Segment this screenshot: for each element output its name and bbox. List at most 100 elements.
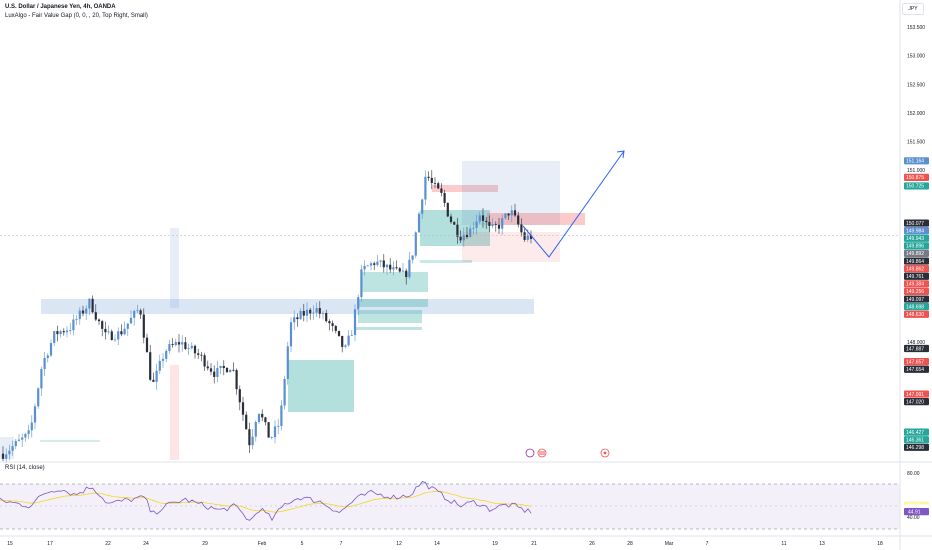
event-markers[interactable]: [525, 448, 610, 458]
candle-body: [49, 343, 53, 356]
candle-body: [437, 183, 440, 189]
candle-body: [241, 402, 245, 415]
candle-body: [251, 436, 254, 446]
candle-body: [193, 345, 197, 354]
candle-body: [232, 369, 235, 371]
candle-body: [155, 370, 158, 382]
candle-body: [225, 368, 229, 373]
x-tick-label: 14: [434, 541, 440, 547]
candle-body: [123, 328, 126, 335]
y-tick-label: 153.500: [907, 25, 925, 31]
rsi-value-tag: [904, 491, 929, 500]
candle-body: [481, 215, 485, 221]
candle-body: [395, 267, 398, 269]
candle-body: [523, 232, 526, 240]
candle-body: [446, 202, 449, 217]
x-tick-label: 7: [340, 541, 343, 547]
candle-body: [363, 265, 366, 270]
candle-body: [133, 310, 136, 318]
rsi-indicator-label[interactable]: RSI (14, close): [5, 465, 45, 471]
fvg-bull: [362, 272, 428, 292]
candle-body: [126, 323, 129, 329]
candles: [1, 170, 533, 464]
price-tag: [904, 257, 929, 265]
candle-body: [475, 221, 478, 228]
candle-body: [478, 215, 481, 222]
candle-body: [504, 213, 507, 219]
candle-body: [526, 235, 529, 240]
price-tag-label: 150.725: [906, 184, 924, 190]
fvg-bear: [432, 185, 498, 192]
candle-body: [261, 413, 264, 418]
price-tag: [904, 428, 929, 436]
candle-body: [325, 312, 328, 322]
x-tick-label: 11: [781, 541, 786, 547]
y-tick-label: 153.000: [907, 54, 925, 60]
price-tag-label: 150.875: [906, 175, 924, 181]
candle-body: [277, 425, 280, 427]
candle-body: [366, 265, 369, 267]
candle-body: [357, 297, 360, 310]
candle-body: [78, 310, 81, 320]
candle-body: [433, 182, 437, 184]
candle-body: [129, 317, 133, 324]
candle-body: [411, 255, 414, 260]
x-tick-label: 29: [202, 541, 208, 547]
candle-body: [270, 437, 273, 438]
price-tag-label: 149.097: [906, 297, 924, 303]
price-tag: [904, 287, 929, 296]
candle-body: [392, 267, 395, 270]
price-tag-label: 151.164: [906, 159, 924, 165]
rsi-value-label: 59.58: [908, 493, 921, 499]
time-scale[interactable]: 15 17 22 24 29 Feb 5 7 12 14 19 21 26 28 Mar 7 11 13 18: [7, 541, 883, 547]
candle-body: [181, 342, 184, 345]
candle-body: [465, 234, 469, 238]
candle-body: [440, 188, 443, 193]
price-tag: [904, 443, 929, 451]
candle-body: [46, 355, 49, 359]
candle-body: [235, 370, 238, 390]
candle-body: [398, 268, 401, 272]
vertical-highlight-blue: [170, 228, 179, 308]
candle-body: [1, 453, 5, 459]
candle-body: [427, 176, 430, 178]
rsi-value-tag: [904, 507, 929, 516]
candle-body: [517, 215, 520, 225]
price-tag-label: 147.091: [906, 392, 924, 398]
indicator-label[interactable]: LuxAlgo - Fair Value Gap (0, 0, , 20, To…: [5, 13, 148, 19]
price-tag: [904, 344, 929, 353]
candle-body: [273, 426, 277, 438]
candle-body: [497, 224, 501, 229]
candle-body: [401, 270, 405, 272]
candle-body: [254, 421, 257, 437]
candle-body: [107, 331, 110, 333]
candle-body: [529, 235, 533, 239]
price-tag: [904, 280, 929, 288]
candle-body: [485, 220, 488, 222]
price-tag-label: 149.892: [906, 251, 924, 257]
price-tag: [904, 365, 929, 373]
candle-body: [488, 221, 491, 226]
price-tag-label: 150.077: [906, 221, 924, 227]
price-scale[interactable]: 153.500 153.000 152.500 152.000 151.500 151.0…: [907, 25, 925, 346]
candle-body: [264, 417, 267, 423]
candle-body: [424, 176, 427, 200]
candle-body: [206, 366, 209, 369]
candle-body: [286, 346, 289, 379]
candle-body: [110, 331, 113, 341]
candle-body: [305, 309, 309, 316]
candle-body: [65, 330, 69, 333]
price-tag: [904, 182, 929, 190]
candle-body: [350, 335, 353, 336]
candle-body: [456, 224, 459, 237]
candle-body: [328, 321, 331, 324]
event-marker-icon[interactable]: [525, 448, 535, 458]
currency-button[interactable]: JPY: [902, 3, 924, 15]
y-tick-label: 152.000: [907, 111, 925, 117]
candle-body: [24, 433, 27, 438]
candle-body: [85, 308, 88, 314]
x-tick-label: 12: [396, 541, 402, 547]
candle-body: [43, 358, 46, 370]
